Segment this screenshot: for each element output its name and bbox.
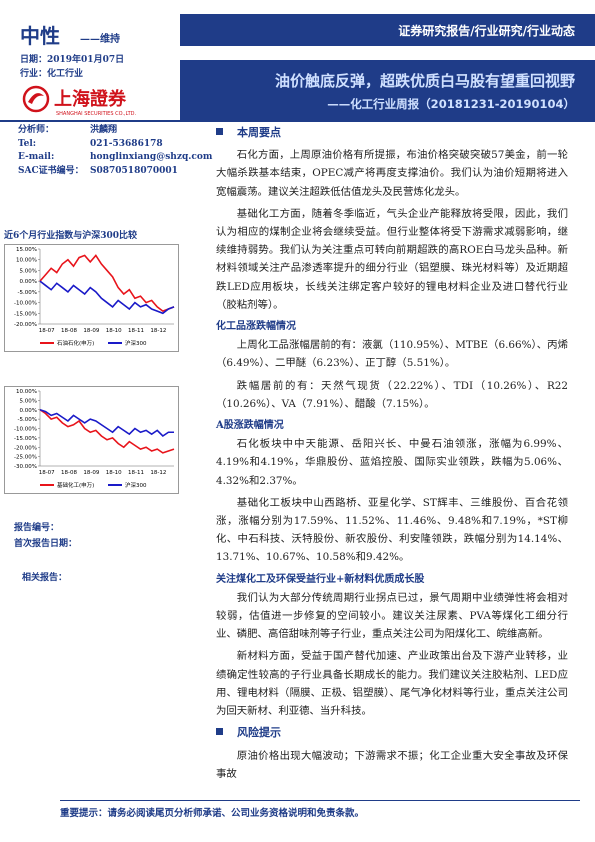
x-tick-label: 18-10	[106, 328, 122, 334]
y-tick-label: -5.00%	[18, 290, 37, 296]
body: 本周要点石化方面，上周原油价格有所提振，布油价格突破突破57美金，前一轮大幅杀跌…	[216, 124, 568, 787]
x-tick-label: 18-11	[128, 328, 144, 334]
paragraph: 上周化工品涨幅居前的有：液氯（110.95%）、MTBE（6.66%）、丙烯（6…	[216, 339, 568, 370]
heading: 化工品涨跌幅情况	[216, 321, 296, 333]
y-tick-label: 10.00%	[16, 389, 37, 395]
analyst-value: 021-53686178	[90, 138, 163, 149]
chart-frame	[4, 386, 179, 494]
y-tick-label: -30.00%	[14, 464, 37, 470]
paragraph: 新材料方面，受益于国产替代加速、产业政策出台及下游产业转移，业绩确定性较高的子行…	[216, 650, 568, 718]
paragraph: 跌幅居前的有：天然气现货（22.22%）、TDI（10.26%）、R22（10.…	[216, 379, 568, 410]
analyst-value: honglinxiang@shzq.com	[90, 152, 213, 162]
chart-frame	[4, 244, 179, 352]
x-tick-label: 18-07	[39, 328, 55, 334]
heading: 关注煤化工及环保受益行业+新材料优质成长股	[216, 573, 425, 585]
series-line	[39, 408, 174, 438]
y-tick-label: -15.00%	[14, 436, 37, 442]
x-tick-label: 18-10	[106, 470, 122, 476]
footer: 重要提示：请务必阅读尾页分析师承诺、公司业务资格说明和免责条款。	[60, 800, 580, 819]
x-tick-label: 18-09	[83, 328, 99, 334]
analyst-key: SAC证书编号：	[18, 165, 84, 176]
analyst-block: 分析师： 洪麟翔 Tel: 021-53686178 E-mail: honglinxia…	[18, 124, 212, 178]
legend-label: 沪深300	[125, 481, 147, 489]
subtitle: ——化工行业周报（20181231-20190104）	[327, 97, 575, 111]
y-tick-label: 5.00%	[20, 398, 37, 404]
logo: 上海證券 SHANGHAI SECURITIES CO.,LTD.	[22, 85, 137, 117]
y-tick-label: -15.00%	[14, 311, 37, 317]
x-tick-label: 18-07	[39, 470, 55, 476]
paragraph: 石化板块中中天能源、岳阳兴长、中曼石油领涨，涨幅为6.99%、4.19%和4.1…	[216, 438, 568, 487]
y-tick-label: 0.00%	[20, 408, 37, 414]
series-line	[39, 280, 175, 315]
analyst-row: 分析师： 洪麟翔	[18, 124, 212, 138]
analyst-value: S0870518070001	[90, 165, 178, 176]
analyst-value: 洪麟翔	[90, 125, 118, 135]
chart: 10.00% 5.00% 0.00% -5.00% -10.00% -15.00% -20.…	[4, 386, 179, 494]
heading: 风险提示	[216, 724, 568, 742]
title: 油价触底反弹，超跌优质白马股有望重回视野	[274, 72, 575, 90]
paragraph: 原油价格出现大幅波动；下游需求不振；化工企业重大安全事故及环保事故	[216, 749, 568, 780]
y-tick-label: 0.00%	[20, 279, 37, 285]
title-banner: 油价触底反弹，超跌优质白马股有望重回视野 ——化工行业周报（20181231-2…	[180, 60, 595, 120]
rating-change: ——维持	[80, 34, 120, 45]
report-type: 证券研究报告/行业研究/行业动态	[398, 24, 575, 38]
rating: 中性	[20, 24, 60, 48]
y-tick-label: 5.00%	[20, 268, 37, 274]
legend-label: 沪深300	[125, 339, 147, 347]
date: 日期：2019年01月07日	[20, 55, 125, 65]
industry: 行业：化工行业	[20, 69, 84, 79]
x-tick-label: 18-08	[61, 328, 77, 334]
paragraph: 我们认为大部分传统周期行业拐点已过，景气周期中业绩弹性将会相对较弱，估值进一步修…	[216, 591, 568, 641]
analyst-key: E-mail:	[18, 152, 55, 162]
analyst-row: SAC证书编号： S0870518070001	[18, 165, 212, 179]
y-tick-label: -25.00%	[14, 455, 37, 461]
series-line	[39, 254, 175, 313]
analyst-row: Tel: 021-53686178	[18, 138, 212, 152]
analyst-row: E-mail: honglinxiang@shzq.com	[18, 151, 212, 165]
y-tick-label: -10.00%	[14, 427, 37, 433]
x-tick-label: 18-12	[150, 470, 166, 476]
top-bar: 证券研究报告/行业研究/行业动态	[180, 14, 595, 46]
chart: 15.00% 10.00% 5.00% 0.00% -5.00% -10.00% -15.0…	[4, 244, 179, 352]
heading: 本周要点	[216, 124, 568, 142]
series-line	[39, 409, 175, 454]
x-tick-label: 18-09	[83, 470, 99, 476]
logo-cn: 上海證券	[54, 88, 127, 110]
chart-heading: 近6个月行业指数与沪深300比较	[4, 231, 138, 241]
y-tick-label: -20.00%	[14, 445, 37, 451]
paragraph: 石化方面，上周原油价格有所提振，布油价格突破突破57美金，前一轮大幅杀跌基本结束…	[216, 149, 568, 198]
y-tick-label: 10.00%	[16, 258, 37, 264]
related: 相关报告：	[22, 573, 68, 583]
x-tick-label: 18-11	[128, 470, 144, 476]
paragraph: 基础化工板块中山西路桥、亚星化学、ST辉丰、三维股份、百合花领涨，涨幅分别为17…	[216, 496, 568, 564]
y-tick-label: -10.00%	[14, 301, 37, 307]
x-tick-label: 18-08	[61, 470, 77, 476]
analyst-key: 分析师：	[18, 125, 55, 135]
x-tick-label: 18-12	[150, 328, 166, 334]
analyst-key: Tel:	[18, 138, 37, 149]
logo-en: SHANGHAI SECURITIES CO.,LTD.	[56, 111, 137, 117]
divider	[0, 120, 595, 122]
legend-label: 石油石化(申万)	[57, 339, 94, 347]
first-date: 首次报告日期：	[14, 539, 78, 549]
y-tick-label: -20.00%	[14, 322, 37, 328]
heading: A股涨跌幅情况	[216, 420, 284, 432]
legend-label: 基础化工(申万)	[57, 481, 94, 489]
y-tick-label: -5.00%	[18, 417, 37, 423]
y-tick-label: 15.00%	[16, 247, 37, 253]
paragraph: 基础化工方面，随着冬季临近，气头企业产能释放将受限，因此，我们认为相应的煤制企业…	[216, 207, 568, 311]
report-no: 报告编号：	[14, 523, 60, 533]
